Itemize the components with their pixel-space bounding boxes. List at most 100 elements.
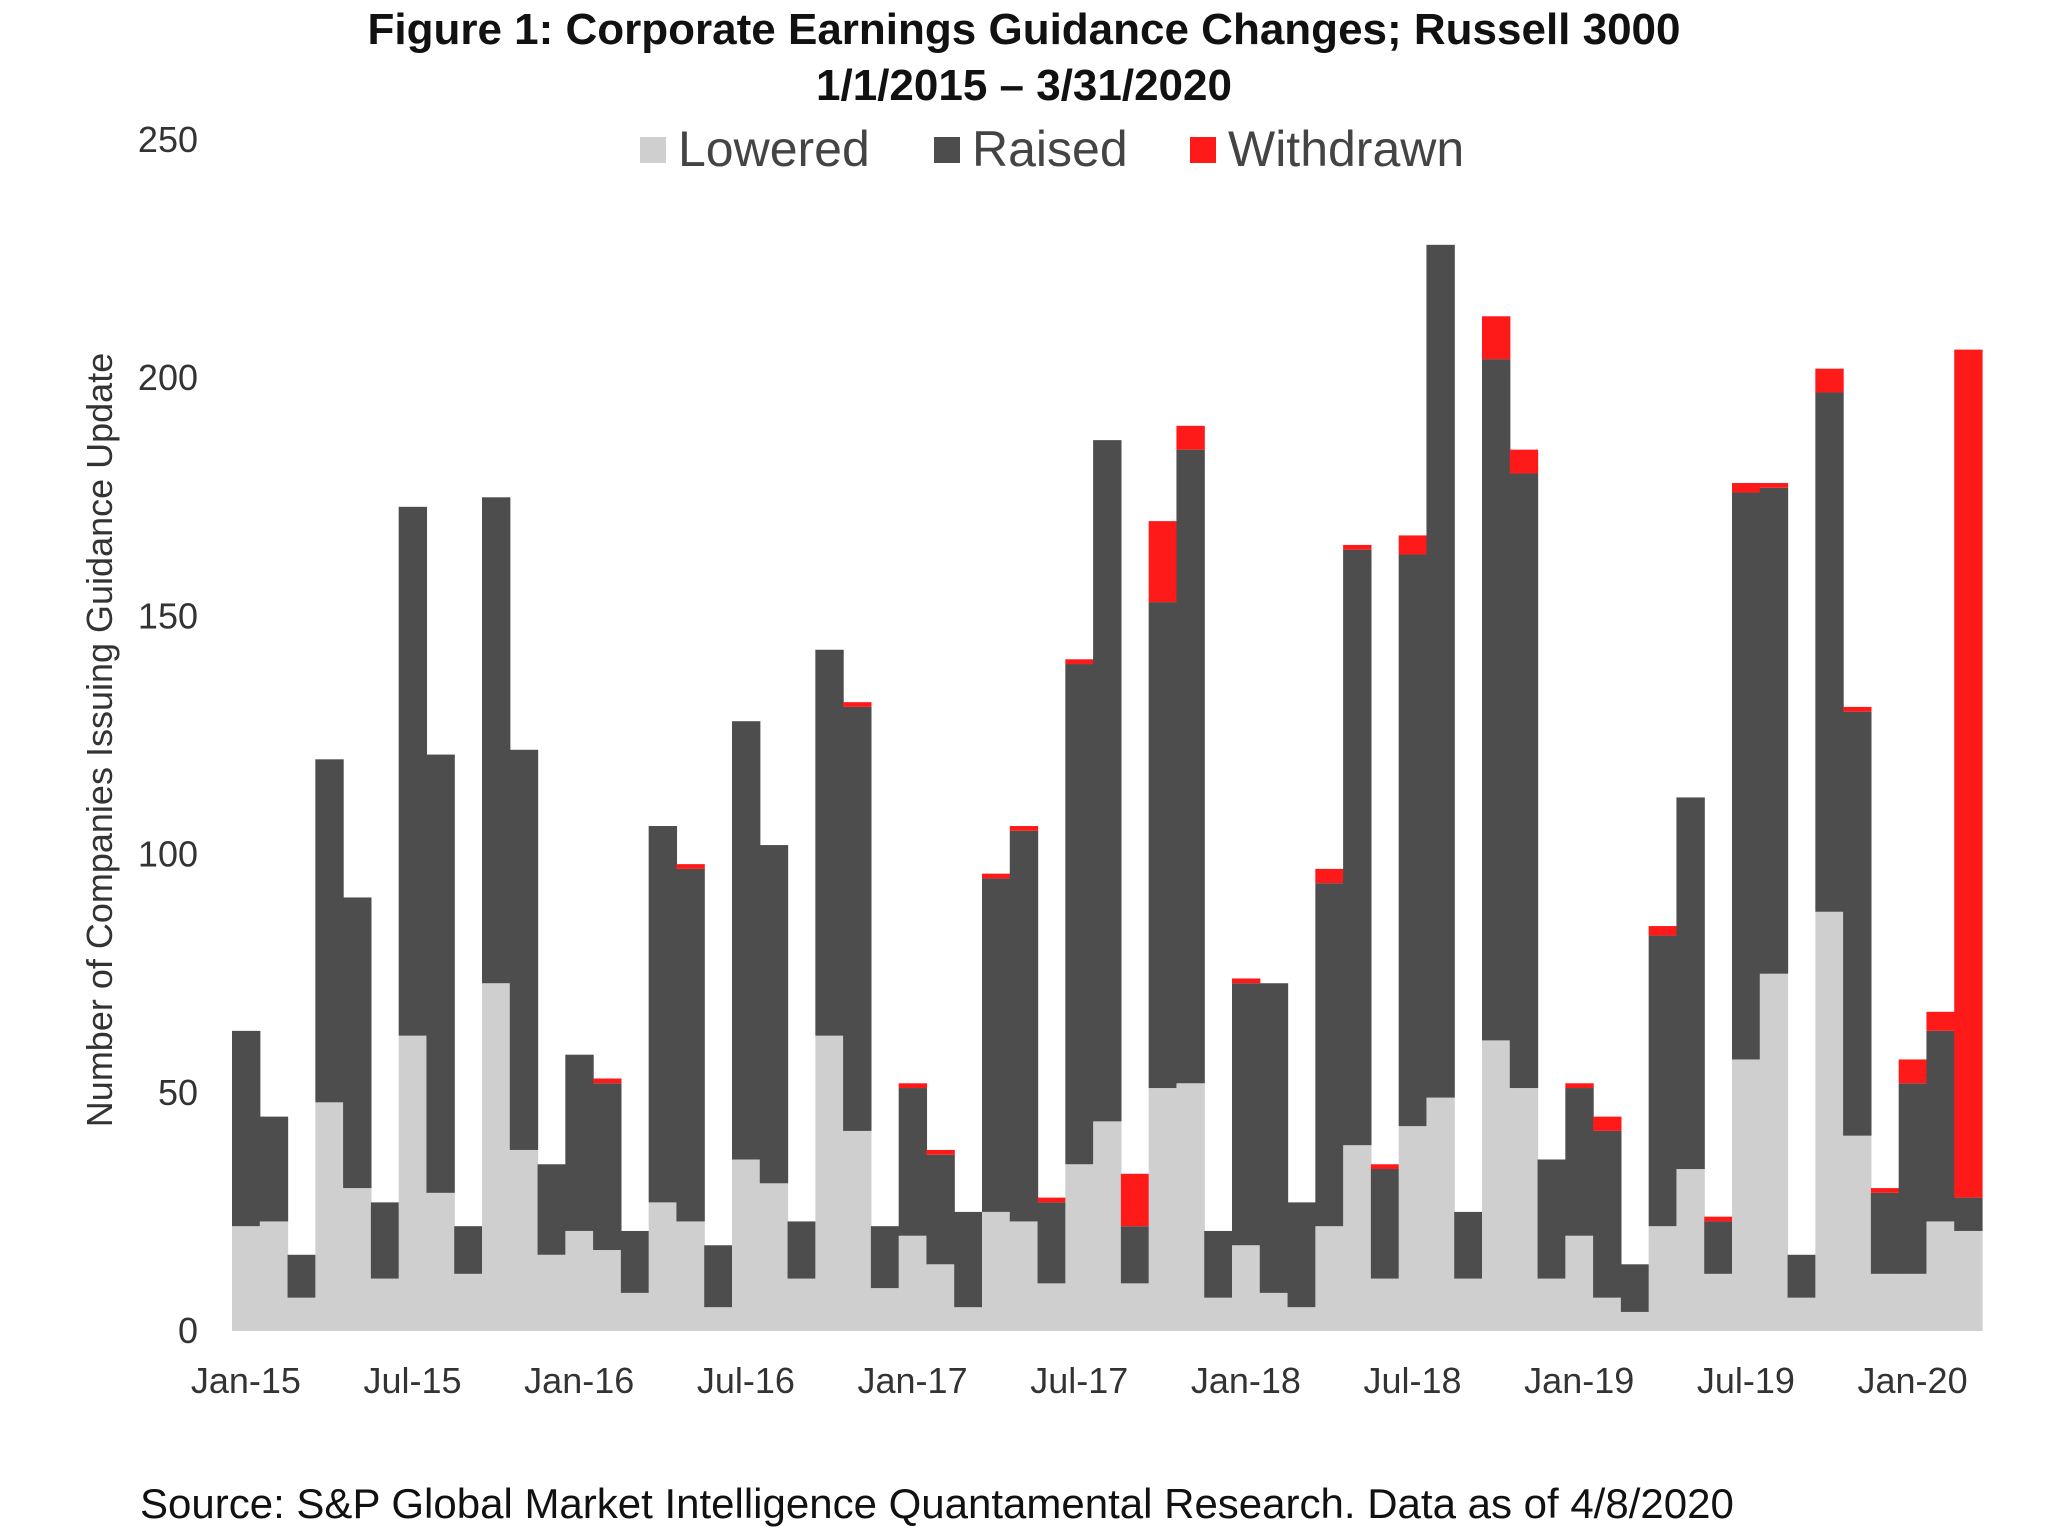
bar-lowered-6 — [398, 1035, 428, 1331]
bar-withdrawn-13 — [593, 1078, 622, 1084]
bar-lowered-28 — [1009, 1221, 1039, 1331]
bar-withdrawn-41 — [1370, 1164, 1400, 1170]
bar-raised-36 — [1232, 983, 1261, 1246]
bar-raised-38 — [1287, 1202, 1316, 1308]
x-tick-label: Jul-15 — [364, 1360, 462, 1401]
x-tick-label: Jan-19 — [1524, 1360, 1634, 1401]
bar-raised-13 — [593, 1083, 622, 1251]
bar-lowered-18 — [732, 1159, 761, 1331]
bar-lowered-42 — [1398, 1126, 1428, 1331]
legend-label-raised: Raised — [972, 121, 1128, 177]
bar-lowered-58 — [1843, 1135, 1872, 1331]
bar-raised-62 — [1954, 1197, 1983, 1231]
bar-lowered-56 — [1787, 1297, 1816, 1331]
bar-raised-34 — [1176, 449, 1205, 1084]
bar-raised-41 — [1370, 1169, 1400, 1279]
bar-lowered-7 — [426, 1192, 455, 1331]
bar-raised-49 — [1593, 1130, 1622, 1298]
y-tick-label: 150 — [138, 595, 198, 636]
bar-withdrawn-25 — [926, 1149, 955, 1155]
bar-lowered-24 — [898, 1235, 928, 1331]
bar-withdrawn-60 — [1898, 1059, 1928, 1084]
bar-raised-1 — [259, 1116, 289, 1222]
bar-lowered-36 — [1232, 1245, 1261, 1331]
bar-lowered-61 — [1926, 1221, 1955, 1331]
x-tick-label: Jan-15 — [191, 1360, 301, 1401]
bar-raised-39 — [1315, 883, 1344, 1227]
bar-raised-56 — [1787, 1254, 1816, 1298]
legend-swatch-lowered — [640, 137, 666, 163]
bar-raised-4 — [343, 897, 372, 1189]
bar-withdrawn-29 — [1037, 1197, 1066, 1203]
bar-raised-37 — [1259, 983, 1289, 1293]
bar-lowered-49 — [1593, 1297, 1622, 1331]
bar-raised-5 — [370, 1202, 400, 1279]
y-tick-label: 50 — [158, 1072, 198, 1113]
bar-withdrawn-24 — [898, 1083, 928, 1089]
chart-subtitle: 1/1/2015 – 3/31/2020 — [816, 61, 1232, 110]
bar-withdrawn-59 — [1870, 1188, 1900, 1193]
bar-raised-51 — [1648, 935, 1678, 1227]
bar-raised-44 — [1454, 1211, 1483, 1279]
bar-raised-61 — [1926, 1030, 1955, 1222]
bar-lowered-55 — [1759, 973, 1789, 1331]
x-tick-label: Jan-17 — [858, 1360, 968, 1401]
x-tick-label: Jul-17 — [1030, 1360, 1128, 1401]
bar-raised-9 — [482, 497, 511, 984]
bar-raised-7 — [426, 754, 455, 1193]
bar-raised-25 — [926, 1154, 955, 1265]
bar-lowered-52 — [1676, 1169, 1705, 1331]
bar-raised-21 — [815, 649, 844, 1036]
bar-withdrawn-22 — [843, 702, 872, 707]
bar-withdrawn-46 — [1509, 449, 1539, 474]
bar-raised-27 — [982, 878, 1011, 1212]
bar-lowered-50 — [1620, 1311, 1650, 1331]
bar-raised-42 — [1398, 554, 1428, 1127]
bar-raised-33 — [1148, 602, 1178, 1089]
bar-raised-59 — [1870, 1192, 1900, 1274]
bar-raised-45 — [1482, 359, 1511, 1041]
legend: Lowered Raised Withdrawn — [640, 121, 1464, 177]
bar-withdrawn-53 — [1704, 1216, 1733, 1222]
x-tick-label: Jul-16 — [697, 1360, 795, 1401]
bar-raised-18 — [732, 721, 761, 1160]
bar-lowered-43 — [1426, 1097, 1455, 1331]
bar-raised-29 — [1037, 1202, 1066, 1284]
bar-lowered-30 — [1065, 1164, 1094, 1331]
bar-lowered-29 — [1037, 1283, 1066, 1331]
legend-label-withdrawn: Withdrawn — [1228, 121, 1464, 177]
x-tick-label: Jan-18 — [1191, 1360, 1301, 1401]
bar-lowered-19 — [759, 1183, 789, 1331]
bar-raised-16 — [676, 868, 705, 1222]
y-tick-label: 200 — [138, 357, 198, 398]
bar-lowered-60 — [1898, 1273, 1928, 1331]
bar-lowered-51 — [1648, 1226, 1678, 1331]
bar-withdrawn-45 — [1482, 316, 1511, 360]
bar-raised-52 — [1676, 797, 1705, 1170]
bar-lowered-41 — [1370, 1278, 1400, 1331]
bar-withdrawn-16 — [676, 864, 705, 869]
bar-withdrawn-62 — [1954, 349, 1983, 1198]
bar-lowered-32 — [1120, 1283, 1150, 1331]
bar-lowered-20 — [787, 1278, 816, 1331]
bar-raised-50 — [1620, 1264, 1650, 1312]
bar-lowered-26 — [954, 1307, 983, 1331]
bar-lowered-9 — [482, 983, 511, 1331]
bar-lowered-0 — [232, 1226, 261, 1331]
bar-withdrawn-51 — [1648, 926, 1678, 936]
bar-raised-53 — [1704, 1221, 1733, 1274]
source-note: Source: S&P Global Market Intelligence Q… — [140, 1480, 1734, 1527]
bar-withdrawn-58 — [1843, 706, 1872, 712]
bar-withdrawn-39 — [1315, 868, 1344, 884]
bar-lowered-47 — [1537, 1278, 1566, 1331]
bar-withdrawn-33 — [1148, 521, 1178, 603]
bar-lowered-45 — [1482, 1040, 1511, 1331]
bar-lowered-53 — [1704, 1273, 1733, 1331]
y-axis-label: Number of Companies Issuing Guidance Upd… — [79, 353, 120, 1127]
bar-raised-60 — [1898, 1083, 1928, 1274]
bar-raised-23 — [870, 1226, 900, 1289]
bar-raised-14 — [620, 1230, 650, 1293]
bar-lowered-59 — [1870, 1273, 1900, 1331]
bar-withdrawn-34 — [1176, 425, 1205, 450]
bar-withdrawn-27 — [982, 873, 1011, 879]
